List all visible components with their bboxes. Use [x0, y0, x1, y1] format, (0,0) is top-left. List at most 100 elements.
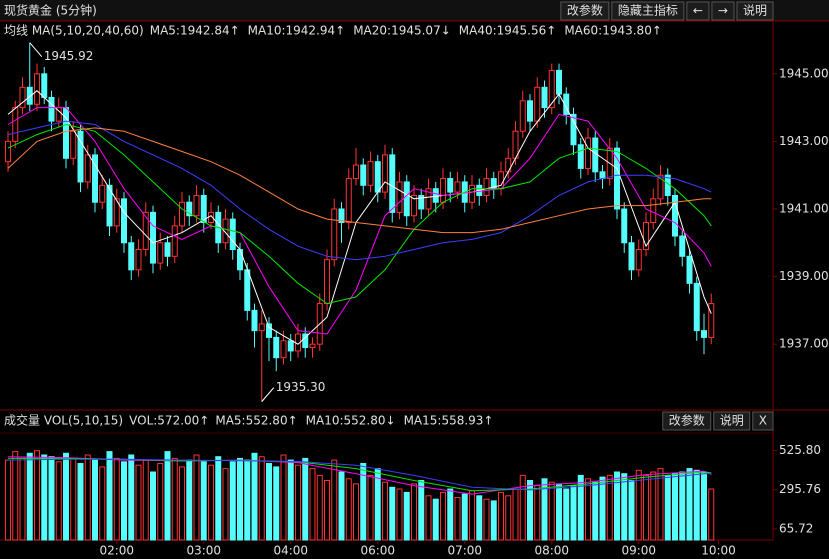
candle-body — [258, 323, 265, 332]
volume-bar — [84, 454, 91, 541]
volume-bar — [621, 473, 628, 541]
y-tick-label: 1939.00 — [779, 269, 829, 283]
volume-bar — [396, 488, 403, 541]
button-label[interactable]: X — [759, 414, 767, 428]
button[interactable] — [736, 1, 774, 21]
annotation-leader — [29, 42, 43, 58]
button-label[interactable]: ← — [693, 4, 703, 18]
candle-body — [5, 140, 11, 163]
ma-line — [7, 456, 712, 495]
candle-body — [338, 208, 345, 223]
candle-body — [483, 178, 490, 196]
button[interactable] — [662, 411, 712, 431]
x-tick-label: 06:00 — [360, 544, 395, 558]
candle-body — [302, 333, 309, 349]
button[interactable] — [711, 1, 735, 21]
indicator-label: 成交量 VOL(5,10,15) — [4, 413, 123, 428]
volume-bar — [70, 457, 77, 541]
x-tick-label: 04:00 — [273, 544, 308, 558]
page-title: 现货黄金 (5分钟) — [4, 3, 97, 18]
volume-bar — [273, 466, 280, 541]
annotation: 1935.30 — [276, 380, 326, 394]
candle-body — [425, 188, 432, 210]
volume-bar — [425, 495, 432, 541]
candle-body — [432, 188, 439, 203]
candle-body — [382, 154, 388, 193]
volume-bar — [229, 461, 236, 541]
ma-line — [7, 107, 712, 335]
candle-body — [396, 181, 403, 213]
volume-bar — [19, 457, 26, 541]
volume-bar — [309, 468, 316, 541]
candle-body — [650, 198, 657, 223]
volume-bar — [150, 471, 156, 541]
ma-line — [7, 458, 712, 491]
legend-entry: MA60:1943.80↑ — [564, 24, 662, 38]
x-tick-label: 09:00 — [621, 544, 656, 558]
candle-body — [374, 161, 381, 193]
button[interactable] — [560, 1, 610, 21]
volume-bar — [142, 459, 149, 541]
button-label[interactable]: 改参数 — [567, 3, 603, 18]
volume-bar — [157, 463, 164, 541]
volume-bar — [585, 478, 591, 541]
volume-bar — [527, 480, 533, 541]
volume-bar — [324, 480, 330, 541]
candle-body — [244, 269, 251, 311]
candle-body — [527, 100, 533, 122]
button[interactable] — [713, 411, 751, 431]
volume-bar — [548, 481, 555, 541]
candle-body — [360, 164, 367, 186]
legend-entry: MA5:1942.84↑ — [150, 24, 240, 38]
volume-bar — [701, 471, 707, 541]
candle-body — [367, 161, 374, 186]
candle-body — [229, 218, 236, 251]
legend-entry: MA10:552.80↓ — [306, 414, 396, 428]
candle-body — [621, 208, 628, 244]
volume-bar — [570, 485, 577, 541]
volume-bar — [643, 474, 649, 541]
volume-bar — [403, 491, 410, 541]
button[interactable] — [686, 1, 710, 21]
button-label[interactable]: 改参数 — [669, 413, 705, 428]
ma-line — [7, 90, 712, 345]
volume-bar — [215, 456, 222, 541]
volume-bar — [389, 486, 396, 541]
volume-bar — [63, 452, 69, 541]
volume-bar — [295, 464, 301, 541]
button-label[interactable]: 隐藏主指标 — [618, 3, 678, 18]
candle-body — [63, 107, 69, 159]
candle-body — [12, 107, 19, 142]
candle-body — [403, 181, 410, 217]
value-label: VOL:572.00↑ — [129, 414, 209, 428]
candle-body — [345, 178, 352, 224]
candle-body — [693, 282, 700, 332]
button[interactable] — [611, 1, 685, 21]
button-label[interactable]: 说明 — [720, 413, 744, 428]
volume-bar — [476, 495, 483, 541]
volume-bar — [447, 488, 454, 541]
volume-bar — [469, 490, 475, 541]
button[interactable] — [752, 411, 774, 431]
volume-bar — [48, 456, 55, 541]
candle-body — [142, 211, 149, 251]
y-tick-label: 1937.00 — [779, 337, 829, 351]
legend-entry: MA40:1945.56↑ — [459, 24, 557, 38]
volume-bar — [679, 471, 686, 541]
annotation-leader — [261, 387, 275, 402]
candle-body — [614, 147, 620, 210]
volume-bar — [237, 457, 243, 541]
button-label[interactable]: → — [718, 4, 728, 18]
button-label[interactable]: 说明 — [743, 3, 767, 18]
candle-body — [157, 242, 164, 264]
candle-body — [113, 198, 120, 227]
volume-bar — [113, 457, 120, 541]
volume-bar — [353, 483, 359, 541]
volume-bar — [628, 480, 635, 541]
volume-bar — [186, 459, 193, 541]
x-tick-label: 07:00 — [447, 544, 482, 558]
volume-bar — [251, 452, 258, 541]
candle-body — [171, 225, 178, 257]
volume-bar — [563, 488, 570, 541]
